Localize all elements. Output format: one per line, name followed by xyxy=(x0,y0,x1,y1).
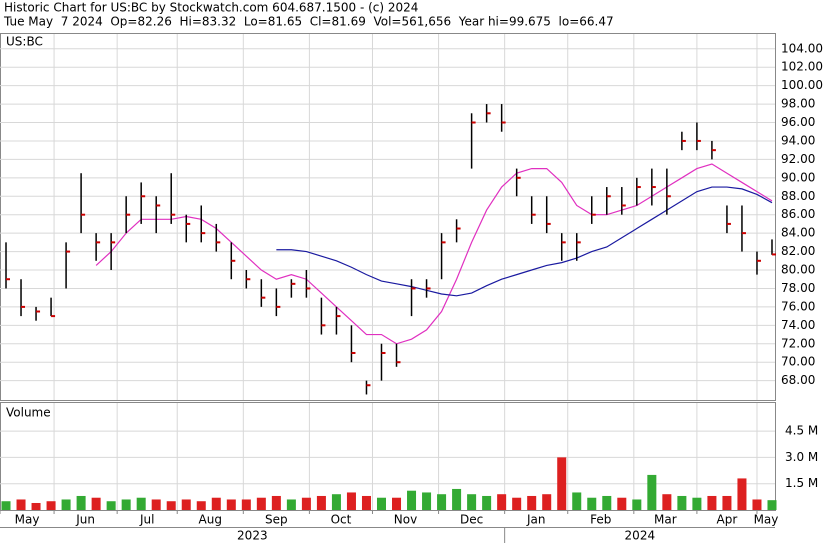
x-tick-label: May xyxy=(15,513,40,527)
moving-average xyxy=(95,163,773,345)
volume-bar xyxy=(181,499,191,510)
x-tick-label: Dec xyxy=(460,513,483,527)
volume-bar xyxy=(46,501,56,510)
year-label: 2023 xyxy=(237,529,268,543)
chart-title: Historic Chart for US:BC by Stockwatch.c… xyxy=(4,1,418,15)
volume-bar xyxy=(256,497,266,510)
volume-bar xyxy=(617,497,627,510)
volume-bar xyxy=(136,497,146,510)
volume-bar xyxy=(722,495,732,510)
volume-bar xyxy=(527,495,537,510)
volume-bar xyxy=(346,492,356,510)
volume-panel xyxy=(0,402,776,511)
volume-bar xyxy=(226,499,236,510)
y-tick-label: 74.00 xyxy=(781,318,815,332)
y-tick-label: 86.00 xyxy=(781,207,815,221)
volume-bar xyxy=(151,499,161,510)
x-tick-label: Jun xyxy=(75,513,95,527)
volume-bar xyxy=(91,497,101,510)
y-tick-label: 96.00 xyxy=(781,115,815,129)
volume-bar xyxy=(692,497,702,510)
x-tick-label: Nov xyxy=(394,513,417,527)
volume-bar xyxy=(707,495,717,510)
volume-bar xyxy=(542,494,552,510)
price-panel xyxy=(0,33,776,401)
volume-bar xyxy=(121,499,131,510)
x-tick-label: Sep xyxy=(265,513,288,527)
volume-bar xyxy=(31,502,41,510)
volume-bar xyxy=(437,494,447,510)
y-tick-label: 102.00 xyxy=(781,60,823,74)
volume-tick-label: 4.5 M xyxy=(785,424,818,438)
volume-bar xyxy=(452,488,462,510)
volume-bar xyxy=(376,497,386,510)
volume-bar xyxy=(196,501,206,510)
y-tick-label: 104.00 xyxy=(781,41,823,55)
volume-bar xyxy=(331,494,341,510)
y-tick-label: 100.00 xyxy=(781,78,823,92)
volume-bar xyxy=(361,495,371,510)
x-tick-label: Jan xyxy=(526,513,546,527)
y-tick-label: 94.00 xyxy=(781,133,815,147)
volume-bar xyxy=(482,495,492,510)
volume-bar xyxy=(767,500,777,510)
volume-bar xyxy=(647,474,657,510)
volume-bar xyxy=(1,501,11,510)
volume-bar xyxy=(301,497,311,510)
y-tick-label: 68.00 xyxy=(781,373,815,387)
volume-bar xyxy=(286,499,296,510)
volume-bar xyxy=(512,497,522,510)
x-tick-label: Aug xyxy=(199,513,222,527)
year-label: 2024 xyxy=(625,529,656,543)
volume-bar xyxy=(166,501,176,510)
volume-bar xyxy=(422,492,432,510)
x-tick-label: Oct xyxy=(331,513,352,527)
volume-bar xyxy=(737,478,747,510)
y-tick-label: 72.00 xyxy=(781,336,815,350)
volume-bar xyxy=(587,497,597,510)
y-tick-label: 92.00 xyxy=(781,152,815,166)
y-tick-label: 70.00 xyxy=(781,355,815,369)
volume-bar xyxy=(467,494,477,510)
y-tick-label: 82.00 xyxy=(781,244,815,258)
volume-bar xyxy=(497,494,507,510)
volume-bar xyxy=(752,499,762,510)
x-tick-label: Jul xyxy=(139,513,154,527)
volume-tick-label: 3.0 M xyxy=(785,450,818,464)
volume-bar xyxy=(16,499,26,510)
volume-bar xyxy=(61,499,71,510)
y-tick-label: 98.00 xyxy=(781,97,815,111)
y-tick-label: 90.00 xyxy=(781,170,815,184)
x-tick-label: Feb xyxy=(590,513,611,527)
volume-bar xyxy=(106,501,116,510)
volume-bar xyxy=(316,495,326,510)
volume-bar xyxy=(211,497,221,510)
x-tick-label: May xyxy=(754,513,779,527)
volume-tick-label: 1.5 M xyxy=(785,476,818,490)
volume-bar xyxy=(557,457,567,510)
y-tick-label: 84.00 xyxy=(781,226,815,240)
volume-label: Volume xyxy=(6,406,51,420)
chart-subtitle: Tue May 7 2024 Op=82.26 Hi=83.32 Lo=81.6… xyxy=(3,15,614,29)
volume-bar xyxy=(662,494,672,510)
y-tick-label: 76.00 xyxy=(781,299,815,313)
x-tick-label: Mar xyxy=(654,513,677,527)
volume-bar xyxy=(392,497,402,510)
symbol-label: US:BC xyxy=(6,35,43,49)
volume-bar xyxy=(677,495,687,510)
y-tick-label: 78.00 xyxy=(781,281,815,295)
volume-bar xyxy=(76,495,86,510)
y-tick-label: 88.00 xyxy=(781,189,815,203)
volume-bar xyxy=(602,495,612,510)
volume-bar xyxy=(241,499,251,510)
volume-bar xyxy=(407,490,417,510)
x-tick-label: Apr xyxy=(717,513,738,527)
y-tick-label: 80.00 xyxy=(781,263,815,277)
volume-bar xyxy=(572,492,582,510)
volume-bar xyxy=(632,499,642,510)
volume-bar xyxy=(271,495,281,510)
moving-average xyxy=(276,186,773,297)
